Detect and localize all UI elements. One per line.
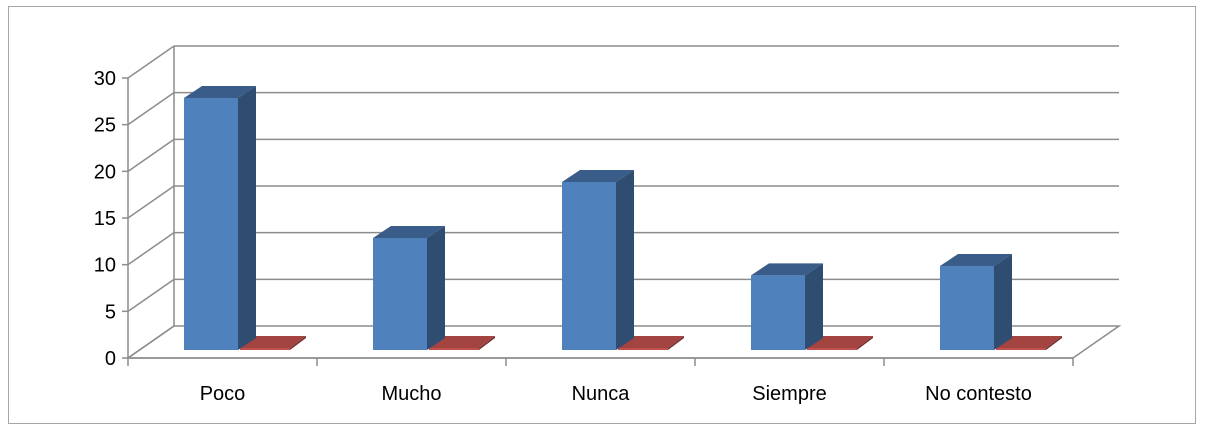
x-category-label: Poco — [200, 383, 246, 405]
gridlines — [127, 45, 1119, 359]
bars — [184, 86, 1062, 350]
y-tick-label: 5 — [105, 301, 116, 323]
bar-siempre-series2-front — [807, 348, 857, 350]
x-axis-category-labels: Poco Mucho Nunca Siempre No contesto — [200, 383, 1032, 405]
gridline-side-30 — [127, 45, 175, 79]
x-category-label: Mucho — [381, 383, 441, 405]
bar-series1-side — [805, 263, 823, 350]
axes — [122, 77, 1074, 366]
x-category-label: No contesto — [925, 383, 1032, 405]
bar-series2-side — [290, 336, 306, 350]
bar-series1-top — [562, 170, 634, 182]
bar-series2-side — [1046, 336, 1062, 350]
bar-mucho-series1-front — [373, 238, 427, 350]
bar-series2-top — [807, 336, 873, 348]
bar-series2-side — [479, 336, 495, 350]
y-tick-label: 30 — [94, 68, 116, 90]
bar-nunca-series1-front — [562, 182, 616, 350]
bar-series2-top — [429, 336, 495, 348]
x-category-label: Nunca — [572, 383, 631, 405]
y-tick-label: 15 — [94, 208, 116, 230]
bar-series1-side — [238, 86, 256, 350]
bar-poco-series2-front — [240, 348, 290, 350]
y-tick-label: 10 — [94, 255, 116, 277]
bar-nunca-series2-front — [618, 348, 668, 350]
gridline-side-5 — [127, 278, 175, 312]
bar-series2-side — [668, 336, 684, 350]
bar-series1-top — [940, 254, 1012, 266]
bar-no-contesto-series1-front — [940, 266, 994, 350]
bar-series1-side — [994, 254, 1012, 350]
bar-series2-side — [857, 336, 873, 350]
bar-series2-top — [618, 336, 684, 348]
bar-series1-top — [751, 263, 823, 276]
y-tick-label: 25 — [94, 115, 116, 137]
gridline-side-15 — [127, 185, 175, 219]
gridline-side-10 — [127, 232, 175, 266]
y-tick-label: 20 — [94, 161, 116, 183]
gridline-side-25 — [127, 92, 175, 126]
bar-series2-top — [240, 336, 306, 348]
y-tick-label: 0 — [105, 348, 116, 370]
bar-poco-series1-front — [184, 98, 238, 350]
gridline-side-0 — [127, 325, 175, 359]
bar-series1-top — [184, 86, 256, 98]
bar-series2-top — [996, 336, 1062, 348]
bar-siempre-series1-front — [751, 275, 805, 350]
x-category-label: Siempre — [752, 383, 826, 405]
bar-series1-side — [616, 170, 634, 350]
bar-series1-side — [427, 226, 445, 350]
bar-no-contesto-series2-front — [996, 348, 1046, 350]
gridline-side-20 — [127, 138, 175, 172]
bar-mucho-series2-front — [429, 348, 479, 350]
y-axis-tick-labels: 0 5 10 15 20 25 30 — [94, 68, 116, 370]
bar-series1-top — [373, 226, 445, 238]
